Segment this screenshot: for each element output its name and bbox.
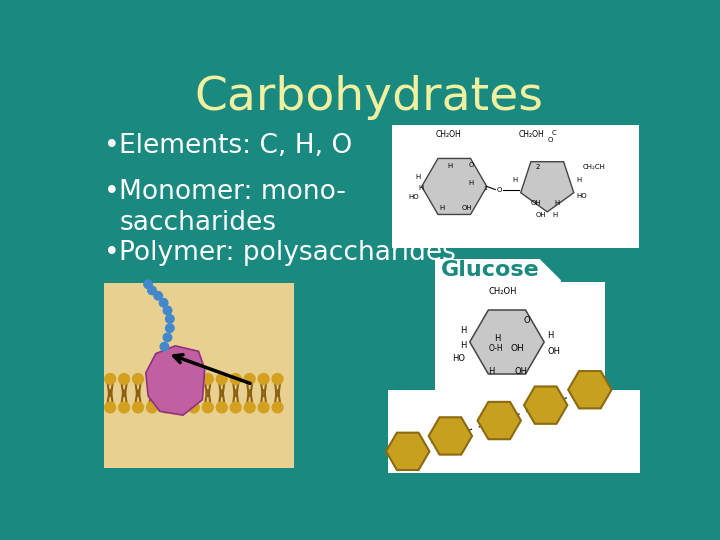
- Text: H: H: [468, 180, 474, 186]
- Text: HO: HO: [577, 193, 588, 199]
- Circle shape: [189, 402, 199, 413]
- Circle shape: [216, 402, 228, 413]
- Text: •: •: [104, 179, 120, 205]
- Circle shape: [272, 402, 283, 413]
- Circle shape: [147, 402, 158, 413]
- Text: OH: OH: [514, 367, 528, 376]
- Text: H: H: [554, 200, 559, 206]
- Text: O: O: [469, 162, 474, 168]
- Text: H: H: [460, 341, 467, 350]
- Circle shape: [154, 292, 163, 300]
- Circle shape: [166, 315, 174, 323]
- Polygon shape: [469, 310, 544, 374]
- Text: HO: HO: [408, 194, 418, 200]
- Circle shape: [132, 402, 143, 413]
- Polygon shape: [477, 402, 521, 439]
- Text: H: H: [448, 164, 453, 170]
- FancyBboxPatch shape: [104, 283, 294, 468]
- Circle shape: [104, 402, 116, 413]
- Text: O: O: [497, 187, 502, 193]
- Polygon shape: [539, 259, 561, 280]
- FancyBboxPatch shape: [392, 125, 639, 248]
- Circle shape: [244, 402, 255, 413]
- FancyBboxPatch shape: [435, 282, 606, 405]
- Text: OH: OH: [536, 212, 546, 218]
- Text: Elements: C, H, O: Elements: C, H, O: [120, 132, 353, 159]
- Circle shape: [132, 374, 143, 384]
- Circle shape: [230, 402, 241, 413]
- Circle shape: [148, 286, 156, 295]
- FancyBboxPatch shape: [388, 390, 640, 473]
- Text: Carbohydrates: Carbohydrates: [194, 75, 544, 120]
- Polygon shape: [521, 161, 574, 212]
- Text: H: H: [439, 205, 444, 211]
- Circle shape: [163, 333, 172, 342]
- Circle shape: [104, 374, 116, 384]
- Circle shape: [174, 374, 185, 384]
- Text: H: H: [488, 367, 495, 376]
- Circle shape: [147, 374, 158, 384]
- FancyBboxPatch shape: [435, 259, 561, 282]
- Text: H: H: [513, 177, 518, 183]
- Circle shape: [244, 374, 255, 384]
- Circle shape: [160, 342, 168, 351]
- Text: H: H: [552, 212, 557, 218]
- Text: H: H: [495, 334, 501, 343]
- Text: H: H: [460, 326, 467, 335]
- Text: H: H: [577, 177, 582, 183]
- Text: H: H: [418, 185, 423, 191]
- Circle shape: [174, 402, 185, 413]
- Circle shape: [230, 374, 241, 384]
- Polygon shape: [568, 371, 611, 408]
- Circle shape: [144, 280, 153, 288]
- Text: OH: OH: [547, 347, 560, 356]
- Circle shape: [119, 374, 130, 384]
- Text: 1: 1: [484, 186, 487, 191]
- Circle shape: [272, 374, 283, 384]
- Text: CH₂CH: CH₂CH: [583, 164, 606, 170]
- Text: O: O: [523, 316, 531, 325]
- Text: H: H: [415, 174, 420, 180]
- Text: CH₂OH: CH₂OH: [435, 130, 461, 139]
- Text: Polymer: polysaccharides: Polymer: polysaccharides: [120, 240, 456, 266]
- Circle shape: [202, 374, 213, 384]
- Circle shape: [159, 299, 168, 307]
- Text: Monomer: mono-
saccharides: Monomer: mono- saccharides: [120, 179, 346, 236]
- Text: OH: OH: [531, 200, 541, 206]
- Circle shape: [161, 402, 171, 413]
- Polygon shape: [524, 387, 567, 424]
- Polygon shape: [422, 158, 487, 214]
- Circle shape: [216, 374, 228, 384]
- Circle shape: [119, 402, 130, 413]
- Text: •: •: [104, 240, 120, 266]
- Circle shape: [202, 402, 213, 413]
- Text: OH: OH: [510, 343, 525, 353]
- Polygon shape: [386, 433, 429, 470]
- Circle shape: [161, 374, 171, 384]
- Text: CH₂OH: CH₂OH: [519, 130, 544, 139]
- Text: C: C: [551, 130, 556, 136]
- Polygon shape: [428, 417, 472, 455]
- Circle shape: [166, 324, 174, 333]
- Circle shape: [163, 306, 172, 315]
- Circle shape: [189, 374, 199, 384]
- Text: HO: HO: [452, 354, 465, 363]
- Text: O-H: O-H: [488, 343, 503, 353]
- Text: OH: OH: [462, 205, 472, 211]
- Circle shape: [258, 374, 269, 384]
- Text: 2: 2: [536, 164, 540, 170]
- Text: •: •: [104, 132, 120, 159]
- Text: Glucose: Glucose: [441, 260, 540, 280]
- Text: O: O: [548, 137, 553, 143]
- Polygon shape: [145, 346, 204, 415]
- Text: CH₂OH: CH₂OH: [489, 287, 518, 295]
- Circle shape: [258, 402, 269, 413]
- Text: H: H: [547, 332, 554, 340]
